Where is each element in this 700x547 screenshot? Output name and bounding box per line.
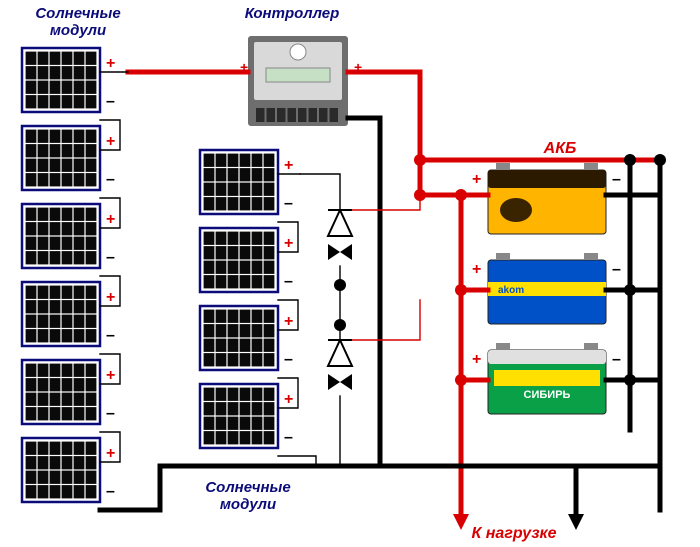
svg-text:+: + (106, 289, 115, 306)
svg-text:+: + (106, 211, 115, 228)
svg-text:+: + (284, 391, 293, 408)
svg-text:–: – (284, 351, 293, 368)
svg-text:+: + (284, 157, 293, 174)
svg-text:–: – (106, 93, 115, 110)
svg-text:–: – (106, 327, 115, 344)
diagram-canvas: +–+–+–+–+–+–+–+–+–+–++–+–akom+–СИБИРЬ+– (0, 0, 700, 547)
svg-text:–: – (106, 483, 115, 500)
label-controller: Контроллер (232, 6, 352, 23)
label-to-load: К нагрузке (454, 525, 574, 543)
svg-text:–: – (612, 171, 621, 188)
svg-text:+: + (472, 171, 481, 188)
svg-text:–: – (612, 351, 621, 368)
svg-text:–: – (106, 249, 115, 266)
svg-text:akom: akom (498, 285, 524, 296)
svg-text:+: + (106, 445, 115, 462)
svg-text:–: – (284, 195, 293, 212)
svg-text:–: – (284, 429, 293, 446)
svg-text:+: + (106, 55, 115, 72)
svg-text:–: – (612, 261, 621, 278)
svg-text:СИБИРЬ: СИБИРЬ (524, 389, 571, 401)
label-akb: АКБ (530, 140, 590, 158)
svg-text:–: – (106, 171, 115, 188)
label-solar-center: Солнечныемодули (188, 480, 308, 513)
svg-text:–: – (106, 405, 115, 422)
svg-text:+: + (472, 261, 481, 278)
svg-text:+: + (284, 313, 293, 330)
svg-text:+: + (106, 133, 115, 150)
svg-text:+: + (284, 235, 293, 252)
label-solar-left: Солнечныемодули (18, 6, 138, 39)
svg-text:+: + (106, 367, 115, 384)
svg-text:–: – (284, 273, 293, 290)
svg-text:+: + (472, 351, 481, 368)
